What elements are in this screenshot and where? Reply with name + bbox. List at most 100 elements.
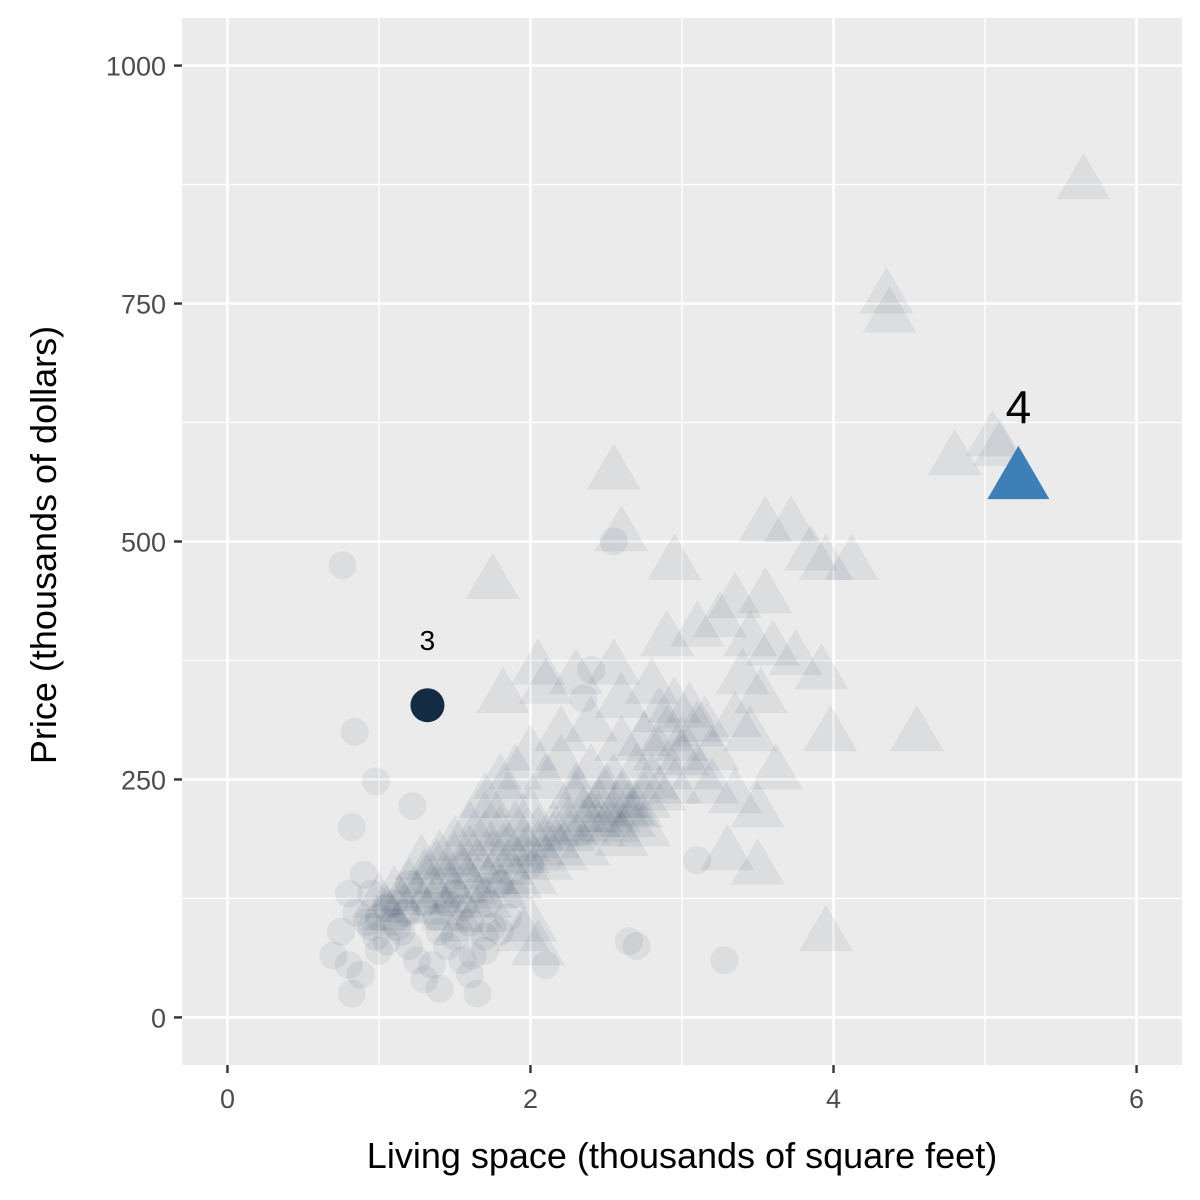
data-point-circle [569, 684, 598, 713]
data-point-triangle [503, 895, 558, 942]
data-point-triangle [748, 742, 803, 790]
data-point-triangle [548, 761, 603, 809]
data-point-circle [455, 960, 484, 989]
data-point-triangle [632, 685, 687, 733]
y-tick-label: 250 [121, 765, 166, 795]
data-point-triangle [405, 861, 459, 909]
y-tick-label: 500 [121, 528, 166, 558]
data-point-triangle [351, 871, 406, 918]
data-point-triangle [473, 804, 528, 852]
data-point-triangle [617, 771, 672, 818]
data-point-triangle [586, 638, 641, 685]
data-point-circle [478, 912, 507, 941]
data-point-triangle [579, 761, 634, 809]
data-point-circle [337, 813, 366, 842]
data-point-triangle [518, 657, 573, 704]
data-points [319, 152, 1111, 1008]
data-point-triangle [397, 847, 452, 895]
data-point-triangle [409, 838, 464, 885]
data-point-circle [334, 951, 363, 980]
data-point-triangle [465, 847, 520, 895]
data-point-circle [458, 941, 487, 970]
data-point-circle [334, 879, 363, 908]
x-tick-label: 4 [826, 1084, 841, 1114]
data-point-triangle [488, 852, 543, 899]
data-point-circle [387, 917, 416, 946]
data-point-triangle [670, 600, 725, 647]
y-tick-label: 0 [151, 1003, 166, 1033]
data-point-triangle [586, 785, 641, 833]
data-point-triangle [526, 800, 581, 847]
data-point-triangle [442, 800, 497, 847]
data-point-circle [448, 893, 477, 922]
data-point-triangle [768, 628, 823, 676]
data-point-triangle [511, 804, 566, 852]
data-point-circle [402, 946, 431, 975]
data-point-triangle [458, 790, 513, 837]
data-point-triangle [965, 409, 1020, 457]
data-point-circle [372, 893, 401, 922]
data-point-circle [395, 870, 424, 899]
data-point-triangle [715, 647, 770, 695]
data-point-triangle [556, 785, 611, 833]
data-point-triangle [745, 619, 800, 666]
highlight-point-4 [987, 445, 1050, 500]
data-point-circle [361, 922, 390, 951]
highlight-label-3: 3 [420, 625, 436, 656]
y-axis: 0 250 500 750 1000 [106, 52, 182, 1033]
data-point-triangle [495, 814, 550, 861]
data-point-circle [474, 889, 503, 918]
data-point-circle [392, 898, 421, 927]
x-axis: 0 2 4 6 [220, 1065, 1144, 1114]
data-point-circle [425, 974, 454, 1003]
data-point-triangle [632, 763, 687, 811]
data-point-circle [380, 908, 409, 937]
x-tick-label: 2 [523, 1084, 538, 1114]
data-point-triangle [458, 871, 513, 918]
data-point-circle [455, 908, 484, 937]
data-point-triangle [738, 495, 793, 542]
data-point-triangle [609, 742, 664, 790]
data-point-triangle [670, 742, 725, 790]
x-tick-label: 0 [220, 1084, 235, 1114]
data-point-triangle [655, 714, 709, 761]
data-point-circle [471, 936, 500, 965]
data-point-triangle [662, 681, 717, 728]
highlight-point-3 [410, 688, 445, 723]
x-axis-title: Living space (thousands of square feet) [367, 1135, 997, 1176]
data-point-triangle [586, 443, 641, 490]
data-point-triangle [601, 790, 656, 837]
data-point-circle [471, 922, 500, 951]
data-point-triangle [647, 676, 702, 723]
data-point-triangle [609, 781, 664, 828]
data-point-triangle [476, 666, 531, 714]
data-point-triangle [624, 657, 679, 704]
data-point-triangle [541, 804, 596, 852]
data-point-triangle [794, 642, 849, 690]
data-point-circle [463, 874, 492, 903]
y-tick-label: 750 [121, 290, 166, 320]
data-point-circle [531, 951, 560, 980]
data-point-circle [683, 846, 712, 875]
data-point-triangle [503, 847, 558, 895]
data-point-triangle [639, 609, 694, 657]
data-point-triangle [617, 800, 672, 847]
data-point-triangle [427, 814, 482, 861]
data-point-triangle [723, 704, 778, 752]
data-point-circle [410, 889, 439, 918]
data-point-triangle [632, 723, 687, 771]
data-point-circle [577, 655, 606, 684]
data-point-circle [364, 936, 393, 965]
data-point-triangle [730, 838, 785, 885]
data-point-triangle [670, 700, 725, 747]
data-point-triangle [465, 828, 520, 876]
data-point-circle [433, 889, 462, 918]
data-point-triangle [594, 714, 649, 761]
data-point-triangle [458, 809, 513, 857]
data-point-circle [340, 717, 369, 746]
data-point-triangle [526, 811, 581, 858]
data-point-triangle [450, 885, 505, 933]
data-point-triangle [465, 552, 520, 600]
data-point-triangle [824, 533, 879, 580]
major-gridlines [182, 18, 1182, 1065]
